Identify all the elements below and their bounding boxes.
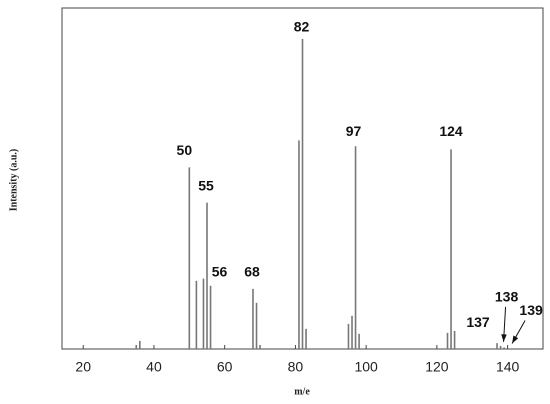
x-axis-label: m/e <box>294 386 310 397</box>
peak-label: 55 <box>198 177 214 193</box>
arrow-head <box>501 334 507 342</box>
y-axis-label: Intensity (a.u.) <box>8 149 19 212</box>
x-tick-label: 40 <box>146 359 162 375</box>
peak-label: 139 <box>519 302 543 318</box>
peak-label: 56 <box>212 263 228 279</box>
x-tick-label: 120 <box>425 359 449 375</box>
peak-label: 68 <box>244 264 260 280</box>
peak-label: 138 <box>495 289 519 305</box>
arrow-head <box>512 335 519 344</box>
x-tick-label: 80 <box>288 359 304 375</box>
x-tick-label: 20 <box>75 359 91 375</box>
peak-label: 97 <box>346 123 362 139</box>
peak-label: 82 <box>294 19 310 35</box>
peak-label: 50 <box>177 142 193 158</box>
peak-label: 124 <box>439 123 463 139</box>
x-tick-label: 60 <box>217 359 233 375</box>
x-tick-label: 140 <box>496 359 520 375</box>
x-tick-label: 100 <box>354 359 378 375</box>
peak-label: 137 <box>466 314 490 330</box>
